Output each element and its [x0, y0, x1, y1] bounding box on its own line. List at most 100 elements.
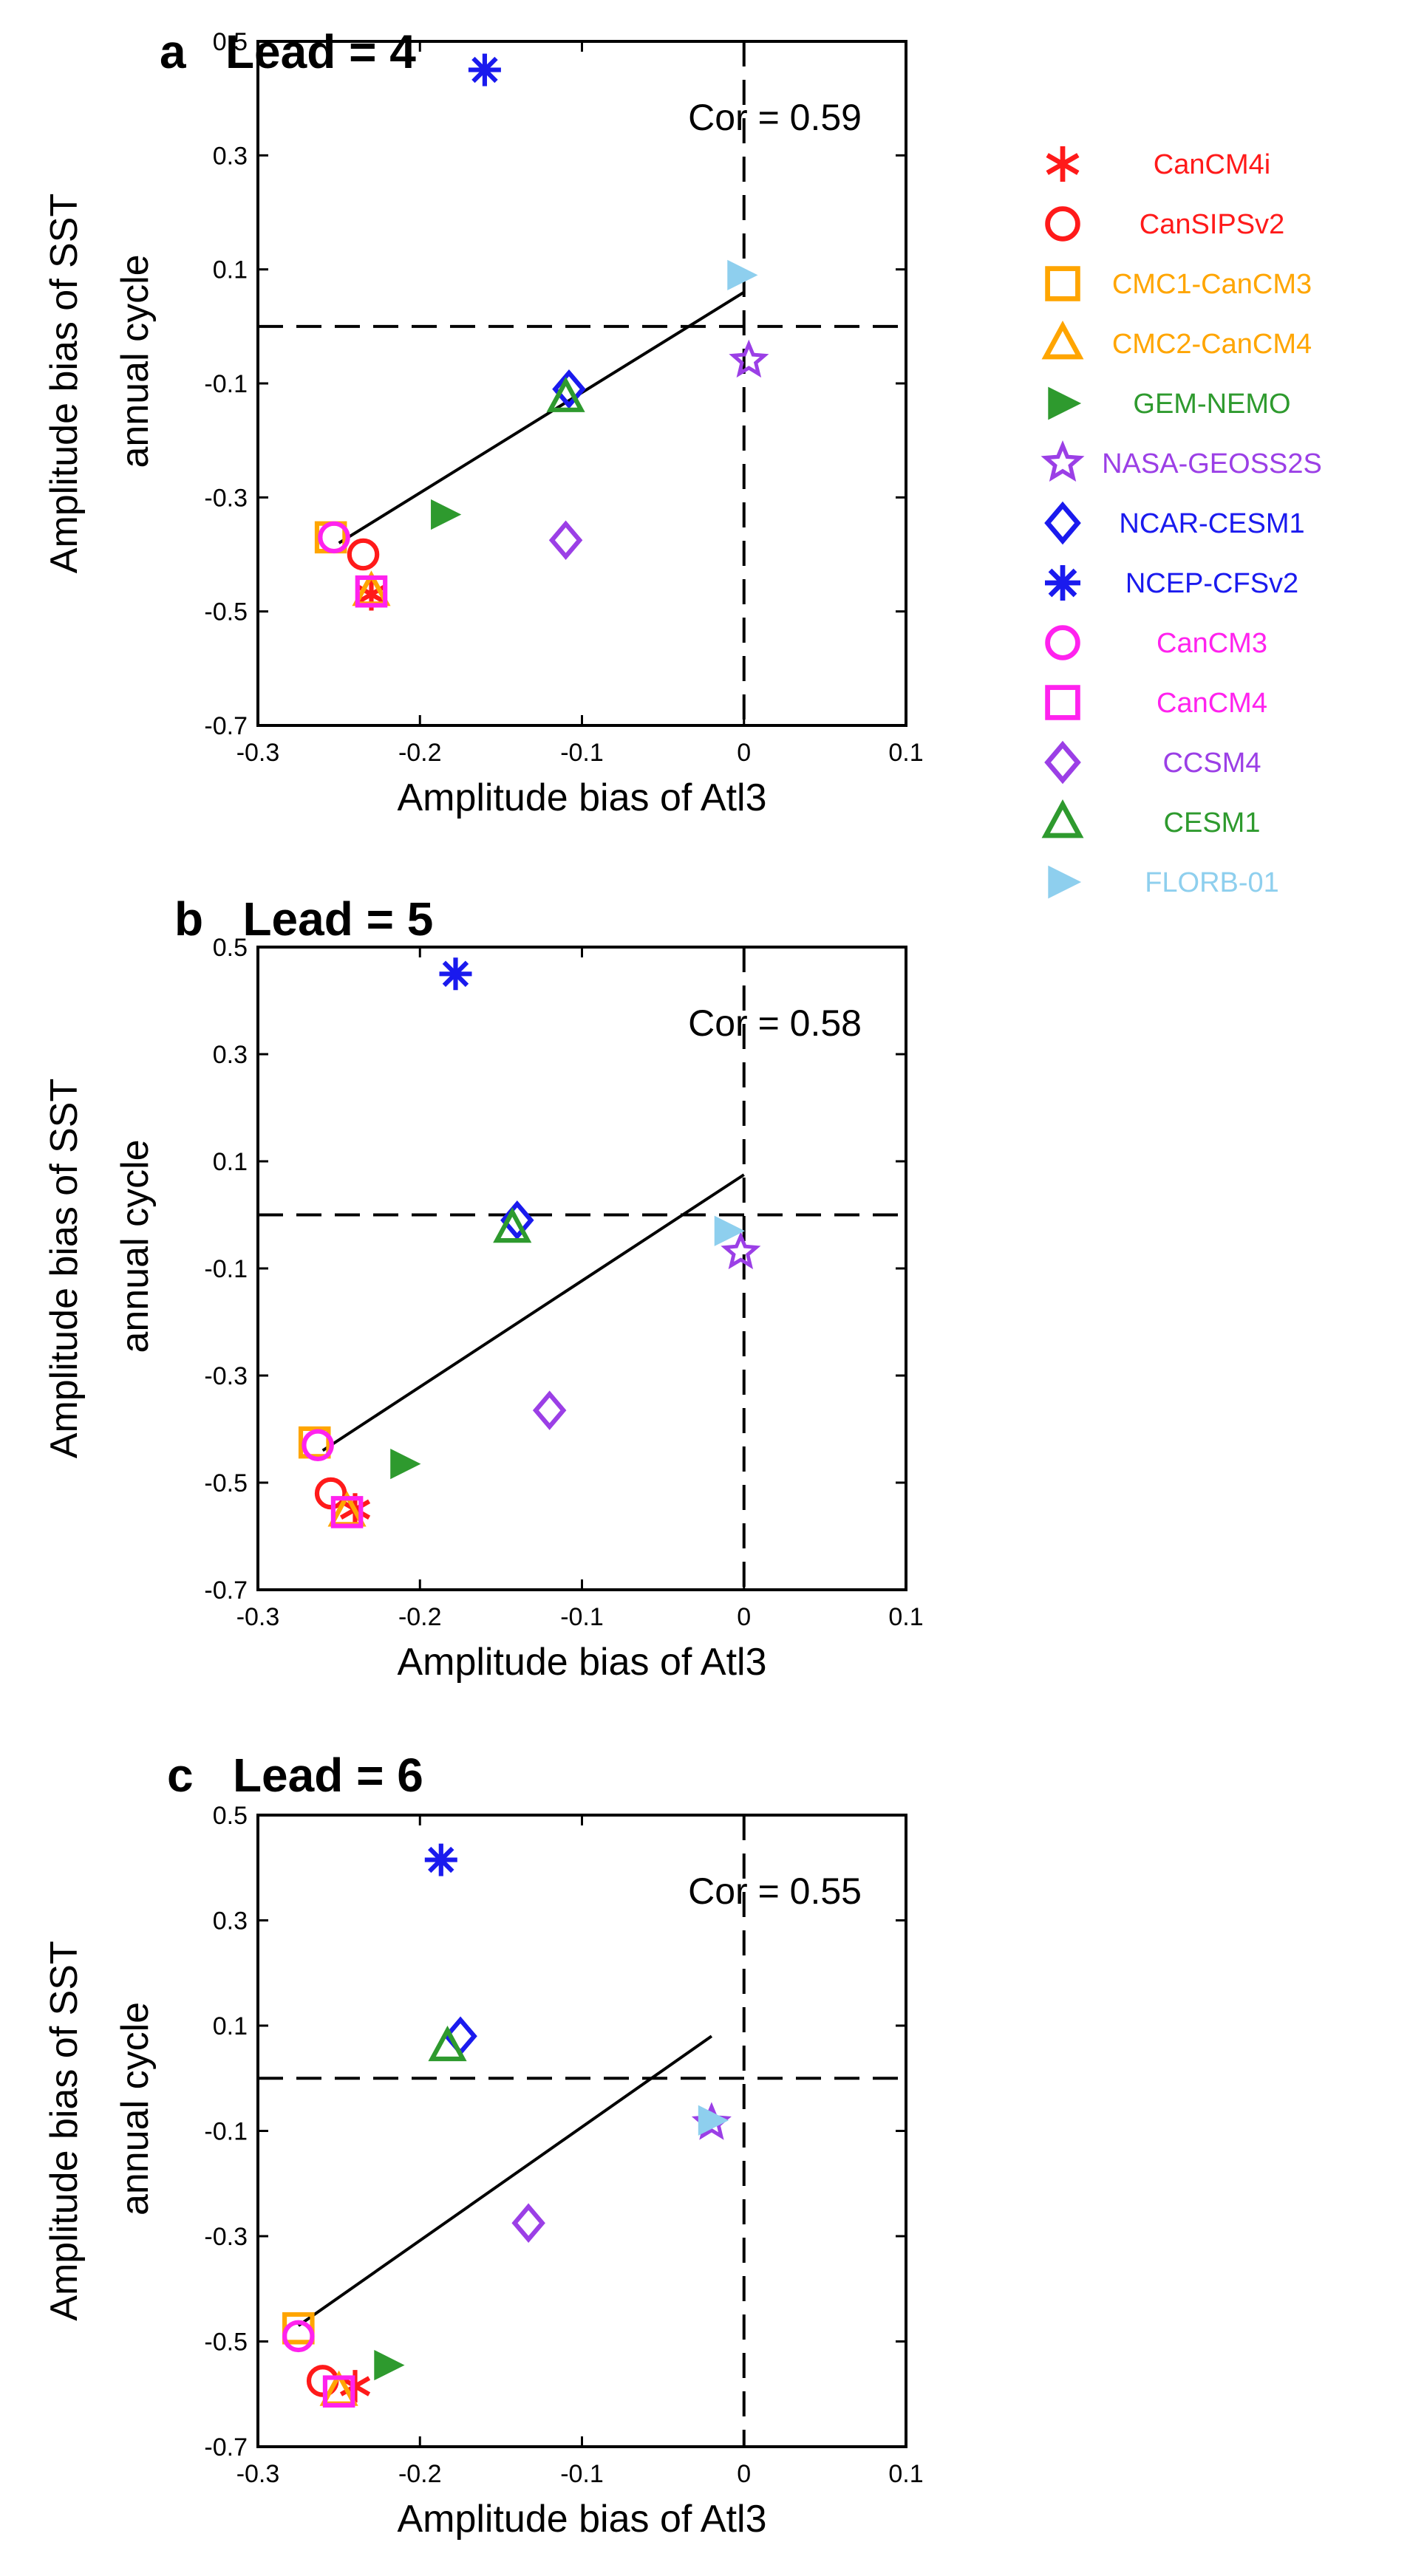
panel-a: a Lead = 4 -0.3 -0.2 -0.1 0 0.1 0.5 0.3 0.1 -0.1 -… — [43, 25, 924, 819]
point-nasa-geoss2s — [729, 339, 769, 378]
legend-item-nasa-geoss2s: NASA-GEOSS2S — [1041, 440, 1322, 482]
legend-marker-ncar-cesm1 — [1044, 501, 1081, 545]
y-tick-label: -0.7 — [204, 712, 248, 740]
y-axis-label-line2: annual cycle — [114, 1139, 157, 1353]
point-cansipsv2 — [347, 538, 380, 571]
y-tick-label: -0.1 — [204, 370, 248, 398]
legend-item-cancm3: CanCM3 — [1045, 625, 1267, 660]
y-axis-label-line1: Amplitude bias of SST — [43, 194, 86, 573]
point-cancm4 — [355, 575, 388, 608]
legend-item-cesm1: CESM1 — [1041, 799, 1261, 838]
point-ncar-cesm1 — [500, 1200, 534, 1240]
legend-label: NCAR-CESM1 — [1119, 508, 1304, 539]
x-tick-label: -0.3 — [236, 739, 280, 767]
y-tick-label: 0.5 — [213, 934, 248, 962]
y-tick-label: -0.3 — [204, 2223, 248, 2251]
y-tick-label: 0.1 — [213, 256, 248, 284]
x-tick-label: -0.3 — [236, 2460, 280, 2488]
x-tick-label: -0.1 — [560, 1603, 604, 1631]
legend-item-florb-01: FLORB-01 — [1048, 865, 1279, 899]
legend-item-cancm4: CanCM4 — [1045, 685, 1267, 720]
point-ncep-cfsv2 — [468, 53, 501, 86]
point-cancm4 — [322, 2375, 355, 2408]
legend-marker-florb-01 — [1048, 865, 1082, 899]
x-tick-label: 0 — [737, 2460, 751, 2488]
legend-label: CanCM4i — [1154, 149, 1270, 180]
legend-marker-cmc1-cancm3 — [1045, 266, 1080, 301]
point-gem-nemo — [390, 1449, 421, 1480]
legend-marker-cesm1 — [1041, 799, 1084, 838]
legend-label: CESM1 — [1164, 807, 1261, 838]
x-tick-label: -0.2 — [398, 1603, 442, 1631]
x-tick-label: 0.1 — [888, 1603, 923, 1631]
x-tick-label: 0 — [737, 1603, 751, 1631]
y-tick-label: 0.1 — [213, 2012, 248, 2040]
point-cesm1 — [493, 1207, 532, 1243]
panel-a-title: a Lead = 4 — [160, 25, 416, 78]
correlation-annotation: Cor = 0.58 — [688, 1002, 862, 1044]
x-tick-label: -0.1 — [560, 2460, 604, 2488]
legend-label: NASA-GEOSS2S — [1102, 448, 1322, 479]
panel-c-title: c Lead = 6 — [167, 1749, 423, 1802]
point-cancm4 — [330, 1496, 364, 1528]
correlation-annotation: Cor = 0.55 — [688, 1870, 862, 1912]
y-tick-label: 0.1 — [213, 1148, 248, 1176]
x-tick-label: -0.3 — [236, 1603, 280, 1631]
y-tick-label: 0.3 — [213, 142, 248, 170]
legend-label: CanCM3 — [1157, 628, 1267, 659]
panel-b: b Lead = 5 -0.3 -0.2 -0.1 0 0.1 0.5 0.3 0.1 -0.1 -… — [43, 892, 924, 1684]
x-tick-label: 0.1 — [888, 2460, 923, 2488]
y-tick-label: -0.5 — [204, 2329, 248, 2357]
regression-line — [297, 2035, 713, 2327]
legend-marker-cmc2-cancm4 — [1041, 320, 1084, 360]
point-ccsm4 — [511, 2203, 545, 2243]
legend-item-cancm4i: CanCM4i — [1046, 146, 1270, 182]
x-tick-label: -0.2 — [398, 739, 442, 767]
y-tick-label: -0.7 — [204, 1576, 248, 1605]
point-florb-01 — [727, 259, 758, 290]
point-cesm1 — [428, 2026, 467, 2062]
y-tick-label: -0.1 — [204, 2118, 248, 2146]
legend-item-ncep-cfsv2: NCEP-CFSv2 — [1045, 565, 1298, 601]
y-tick-label: 0.5 — [213, 1802, 248, 1830]
legend-marker-nasa-geoss2s — [1041, 440, 1085, 482]
x-axis-label: Amplitude bias of Atl3 — [397, 2498, 766, 2541]
legend-label: CMC2-CanCM4 — [1112, 329, 1312, 360]
point-cansipsv2 — [314, 1477, 347, 1510]
legend-item-ccsm4: CCSM4 — [1044, 740, 1261, 785]
legend-item-cansipsv2: CanSIPSv2 — [1045, 206, 1284, 242]
y-tick-label: 0.5 — [213, 28, 248, 56]
legend-label: GEM-NEMO — [1133, 389, 1290, 420]
point-nasa-geoss2s — [721, 1231, 761, 1270]
y-axis-label-line2: annual cycle — [114, 254, 157, 468]
legend-marker-ncep-cfsv2 — [1045, 565, 1080, 601]
y-tick-label: -0.7 — [204, 2433, 248, 2461]
legend-label: CMC1-CanCM3 — [1112, 269, 1312, 300]
y-axis-label-line2: annual cycle — [114, 2002, 157, 2215]
legend-label: FLORB-01 — [1145, 867, 1279, 898]
y-tick-label: -0.5 — [204, 1469, 248, 1497]
x-tick-label: -0.1 — [560, 739, 604, 767]
y-tick-label: -0.3 — [204, 1362, 248, 1390]
y-tick-label: -0.3 — [204, 484, 248, 512]
panels: a Lead = 4 -0.3 -0.2 -0.1 0 0.1 0.5 0.3 0.1 -0.1 -… — [43, 25, 924, 2541]
legend-label: CanSIPSv2 — [1140, 209, 1284, 240]
legend-marker-cansipsv2 — [1045, 206, 1080, 242]
legend-marker-ccsm4 — [1044, 740, 1081, 785]
regression-line — [321, 1173, 745, 1452]
legend-label: CanCM4 — [1157, 688, 1267, 719]
legend: CanCM4i CanSIPSv2 CMC1-CanCM3 CMC2-CanCM4 GE… — [1041, 146, 1322, 899]
legend-label: CCSM4 — [1162, 748, 1261, 779]
point-cancm3 — [282, 2320, 315, 2353]
point-cancm3 — [302, 1429, 334, 1462]
point-gem-nemo — [374, 2349, 405, 2381]
legend-marker-gem-nemo — [1048, 386, 1082, 420]
panel-c: c Lead = 6 -0.3 -0.2 -0.1 0 0.1 0.5 0.3 0.1 -0.1 -… — [43, 1749, 924, 2541]
legend-label: NCEP-CFSv2 — [1125, 568, 1298, 599]
point-ccsm4 — [532, 1390, 567, 1430]
y-tick-label: -0.5 — [204, 598, 248, 626]
x-tick-label: -0.2 — [398, 2460, 442, 2488]
point-cancm3 — [318, 521, 350, 554]
y-axis-label-line1: Amplitude bias of SST — [43, 1079, 86, 1458]
